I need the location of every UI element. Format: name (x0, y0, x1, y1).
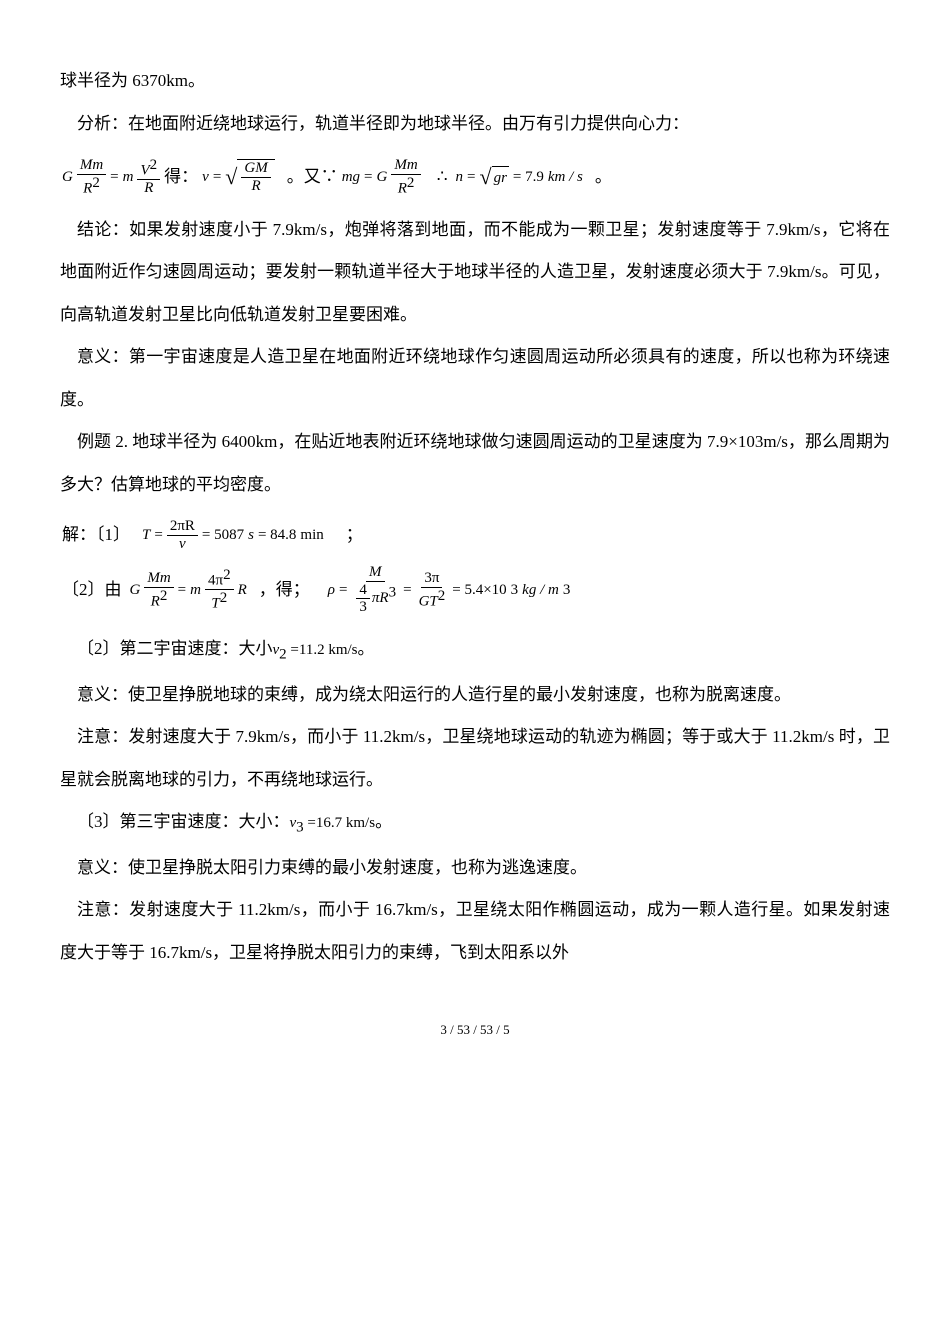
frac-V2-R: V2 R (137, 157, 160, 197)
val-848: = 84.8 (258, 526, 296, 544)
var-R2: R (238, 581, 247, 599)
equation-line-1: G Mm R2 = m V2 R 得： v = √ GM R 。又∵ mg = … (60, 157, 890, 197)
unit-min: min (300, 526, 323, 544)
frac-Mm-R2: Mm R2 (77, 157, 106, 197)
equals-2: = (213, 168, 221, 186)
sol2-prefix: 〔2〕由 (62, 580, 122, 600)
frac-3pi-GT2: 3π GT2 (416, 570, 449, 610)
equals-5: = (154, 526, 162, 544)
sol1-prefix: 解：〔1〕 (62, 525, 130, 545)
page-footer: 3 / 53 / 53 / 5 (60, 1014, 890, 1047)
val-5087: = 5087 (202, 526, 244, 544)
var-m: m (123, 168, 134, 186)
equals: = (110, 168, 118, 186)
equals-8: = (403, 581, 411, 599)
unit-s: s (248, 526, 254, 544)
meaning-1: 意义：第一宇宙速度是人造卫星在地面附近环绕地球作匀速圆周运动所必须具有的速度，所… (60, 336, 890, 421)
frac-2piR-v: 2πR v (167, 518, 198, 552)
exp-3: 3 (511, 581, 519, 599)
frac-Mm-R2-c: Mm R2 (144, 570, 173, 610)
var-n: n (456, 168, 464, 186)
var-G3: G (130, 581, 141, 599)
var-mg: mg (342, 168, 360, 186)
unit-kms: km / s (548, 168, 583, 186)
meaning-2: 意义：使卫星挣脱地球的束缚，成为绕太阳运行的人造行星的最小发射速度，也称为脱离速… (60, 674, 890, 717)
frac-Mm-R2-b: Mm R2 (391, 157, 420, 197)
text-therefore: ∴ (437, 167, 448, 187)
frac-4pi2-T2: 4π2 T2 (205, 567, 234, 612)
note-1: 注意：发射速度大于 7.9km/s，而小于 11.2km/s，卫星绕地球运动的轨… (60, 716, 890, 801)
sol1-suffix: ； (346, 525, 363, 545)
frac-M-vol: M 4 3 πR3 (351, 564, 399, 616)
var-G2: G (377, 168, 388, 186)
val-7-9: = 7.9 (513, 168, 544, 186)
meaning-3: 意义：使卫星挣脱太阳引力束缚的最小发射速度，也称为逃逸速度。 (60, 847, 890, 890)
equals-7: = (339, 581, 347, 599)
comma-de: ，得； (259, 580, 310, 600)
var-rho: ρ (328, 581, 335, 599)
equals-6: = (178, 581, 186, 599)
exp-3b: 3 (563, 581, 571, 599)
example-2: 例题 2. 地球半径为 6400km，在贴近地表附近环绕地球做匀速圆周运动的卫星… (60, 421, 890, 506)
conclusion-text: 结论：如果发射速度小于 7.9km/s，炮弹将落到地面，而不能成为一颗卫星；发射… (60, 209, 890, 337)
unit-kgm3: kg / m (522, 581, 559, 599)
sqrt-GM-R: √ GM R (225, 159, 274, 194)
sqrt-gr: √ gr (479, 166, 508, 188)
text-you: 。又∵ (287, 167, 338, 187)
solution-2: 〔2〕由 G Mm R2 = m 4π2 T2 R ，得； ρ = M 4 3 … (60, 564, 890, 616)
var-m2: m (190, 581, 201, 599)
text-de: 得： (164, 167, 198, 187)
val-54: = 5.4×10 (452, 581, 506, 599)
text-line-1: 球半径为 6370km。 (60, 60, 890, 103)
analysis-intro: 分析：在地面附近绕地球运行，轨道半径即为地球半径。由万有引力提供向心力： (60, 103, 890, 146)
var-G: G (62, 168, 73, 186)
period: 。 (595, 167, 612, 187)
equals-3: = (364, 168, 372, 186)
equals-4: = (467, 168, 475, 186)
second-cosmic: 〔2〕第二宇宙速度：大小v2 =11.2 km/s。 (60, 628, 890, 674)
note-2: 注意：发射速度大于 11.2km/s，而小于 16.7km/s，卫星绕太阳作椭圆… (60, 889, 890, 974)
var-v: v (202, 168, 209, 186)
third-cosmic: 〔3〕第三宇宙速度：大小：v3 =16.7 km/s。 (60, 801, 890, 847)
var-T: T (142, 526, 150, 544)
solution-1: 解：〔1〕 T = 2πR v = 5087 s = 84.8 min ； (60, 518, 890, 552)
